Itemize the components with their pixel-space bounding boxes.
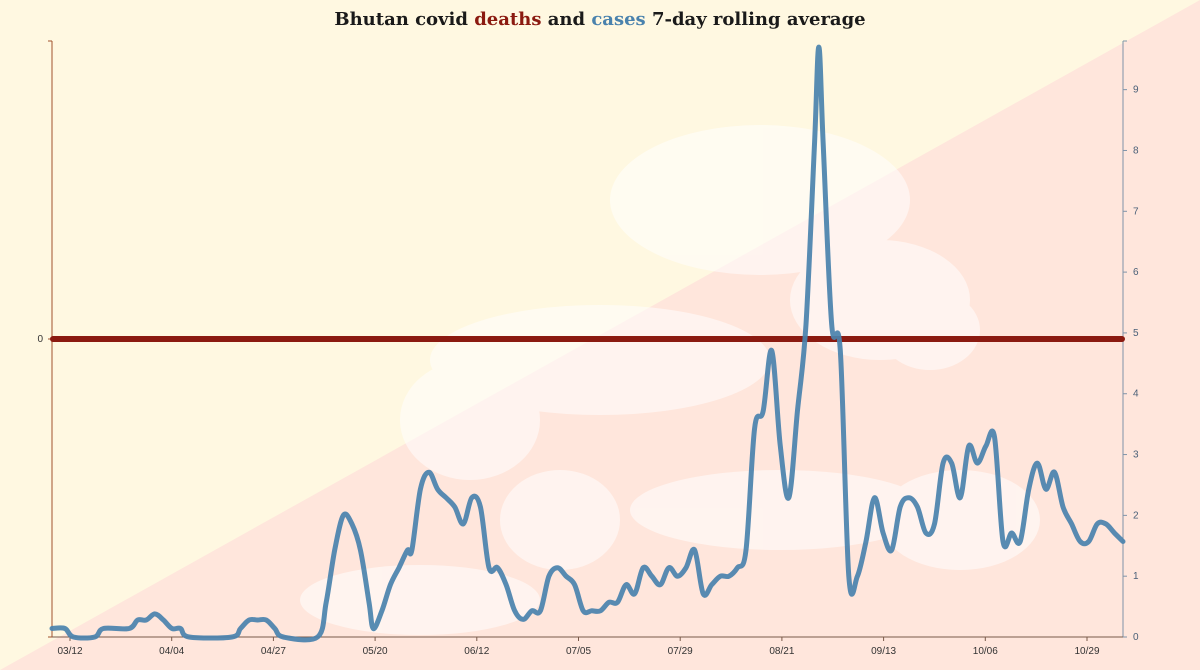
x-tick-label: 09/13 [871,646,896,657]
right-tick-label: 5 [1133,328,1139,339]
right-tick-label: 3 [1133,450,1139,461]
right-tick-label: 8 [1133,145,1139,156]
x-tick-label: 06/12 [464,646,489,657]
right-tick-label: 9 [1133,85,1139,96]
x-tick-label: 05/20 [363,646,388,657]
x-tick-label: 07/29 [668,646,693,657]
x-tick-label: 04/04 [159,646,184,657]
right-tick-label: 7 [1133,206,1139,217]
series-line-cases [49,44,1126,643]
x-tick-label: 03/12 [57,646,82,657]
left-tick-label: 0 [37,334,43,345]
right-tick-label: 2 [1133,510,1139,521]
x-tick-label: 10/29 [1074,646,1099,657]
title-suffix: 7-day rolling average [646,9,866,30]
chart-title: Bhutan covid deaths and cases 7-day roll… [334,9,865,30]
x-tick-label: 07/05 [566,646,591,657]
right-tick-label: 4 [1133,389,1139,400]
right-tick-label: 1 [1133,571,1139,582]
title-deaths-word: deaths [474,9,541,30]
x-tick-label: 08/21 [769,646,794,657]
x-axis-ticks: 03/12 04/04 04/27 05/20 06/12 07/05 07/29 08/21… [57,637,1100,657]
x-tick-label: 04/27 [261,646,286,657]
title-prefix: Bhutan covid [334,9,474,30]
title-middle: and [541,9,591,30]
series-layer [49,44,1126,643]
title-cases-word: cases [591,9,645,30]
right-tick-label: 0 [1133,632,1139,643]
right-axis-ticks: 0 1 2 3 4 5 6 7 8 9 [1123,40,1139,643]
dragon-watermark-icon [300,125,1040,635]
x-tick-label: 10/06 [973,646,998,657]
right-tick-label: 6 [1133,267,1139,278]
